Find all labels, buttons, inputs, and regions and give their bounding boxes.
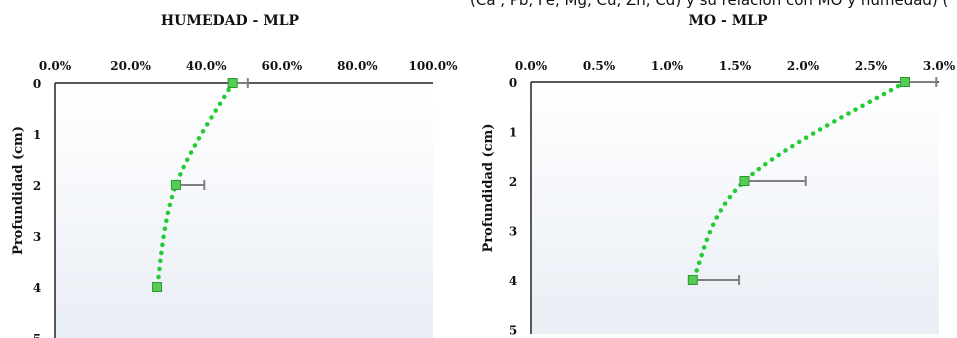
data-point-marker: [687, 275, 698, 285]
x-tick-label: 3.0%: [923, 59, 956, 73]
humedad-chart: HUMEDAD - MLP 0.0% 20.0% 40.0% 60.0% 80.0% 100…: [11, 13, 459, 338]
data-point-marker: [227, 78, 238, 88]
y-tick-label: 0: [509, 76, 517, 90]
x-tick-label: 0.5%: [583, 59, 616, 73]
x-tick-label: 1.5%: [719, 59, 752, 73]
data-point-marker: [170, 180, 181, 190]
top-caption-text: (Ca , Pb, Fe, Mg, Cu, Zn, Cd) y su relac…: [0, 0, 957, 11]
y-tick-label: 5: [509, 324, 517, 338]
y-tick-label: 1: [33, 128, 41, 142]
y-tick-label: 4: [33, 281, 41, 295]
chart-title: HUMEDAD - MLP: [161, 13, 300, 29]
x-tick-label: 0.0%: [39, 59, 72, 73]
top-caption-label: (Ca , Pb, Fe, Mg, Cu, Zn, Cd) y su relac…: [470, 0, 949, 9]
data-point-marker: [900, 77, 910, 87]
x-tick-label: 0.0%: [515, 59, 548, 73]
y-tick-label: 5: [33, 332, 41, 338]
plot-area: [531, 82, 939, 334]
y-tick-label: 4: [509, 274, 517, 288]
data-point-marker: [739, 176, 750, 186]
y-tick-label: 2: [509, 175, 517, 189]
y-tick-label: 0: [33, 77, 41, 91]
y-tick-label: 2: [33, 179, 41, 193]
y-axis-label: Profundidad (cm): [481, 124, 496, 253]
plot-area: [55, 83, 433, 338]
data-point-marker: [152, 282, 163, 292]
y-tick-label: 3: [509, 225, 517, 239]
y-tick-label: 3: [33, 230, 41, 244]
x-tick-label: 20.0%: [110, 59, 151, 73]
x-tick-label: 1.0%: [651, 59, 684, 73]
x-tick-label: 40.0%: [186, 59, 227, 73]
mo-chart: MO - MLP 0.0% 0.5% 1.0% 1.5% 2.0% 2.5% 3.0% 0 1 2 3…: [481, 13, 956, 338]
y-axis-label: Profundidad (cm): [11, 126, 26, 255]
y-tick-label: 1: [509, 126, 517, 140]
x-tick-label: 2.0%: [787, 59, 820, 73]
x-tick-label: 100.0%: [409, 59, 459, 73]
x-tick-label: 80.0%: [337, 59, 378, 73]
series-line: [690, 79, 908, 283]
chart-title: MO - MLP: [688, 13, 768, 29]
x-tick-label: 60.0%: [261, 59, 302, 73]
x-tick-label: 2.5%: [855, 59, 888, 73]
